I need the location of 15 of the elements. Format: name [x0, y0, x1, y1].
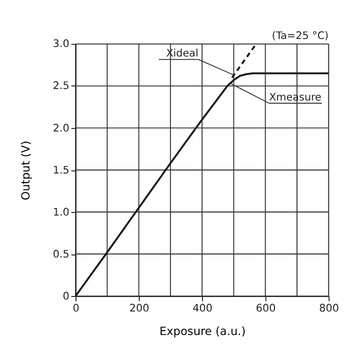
y-tick-label: 3.0: [52, 38, 70, 50]
x-tick-label: 200: [129, 302, 150, 315]
x-tick-label: 0: [72, 302, 80, 315]
y-tick-label: 0: [62, 290, 70, 302]
x-tick-label: 600: [256, 302, 276, 315]
y-tick-label: 2.5: [52, 80, 70, 92]
x-axis-title: Exposure (a.u.): [159, 324, 246, 338]
y-tick-label: 1.5: [52, 164, 70, 176]
y-axis-title: Output (V): [18, 140, 32, 200]
y-tick-label: 2.0: [52, 122, 70, 134]
y-tick-label: 0.5: [52, 248, 70, 260]
x-tick-label: 400: [192, 302, 212, 315]
text: (Ta=25 °C): [272, 30, 329, 42]
y-tick-label: 1.0: [52, 206, 70, 218]
x-tick-label: 800: [319, 302, 339, 315]
